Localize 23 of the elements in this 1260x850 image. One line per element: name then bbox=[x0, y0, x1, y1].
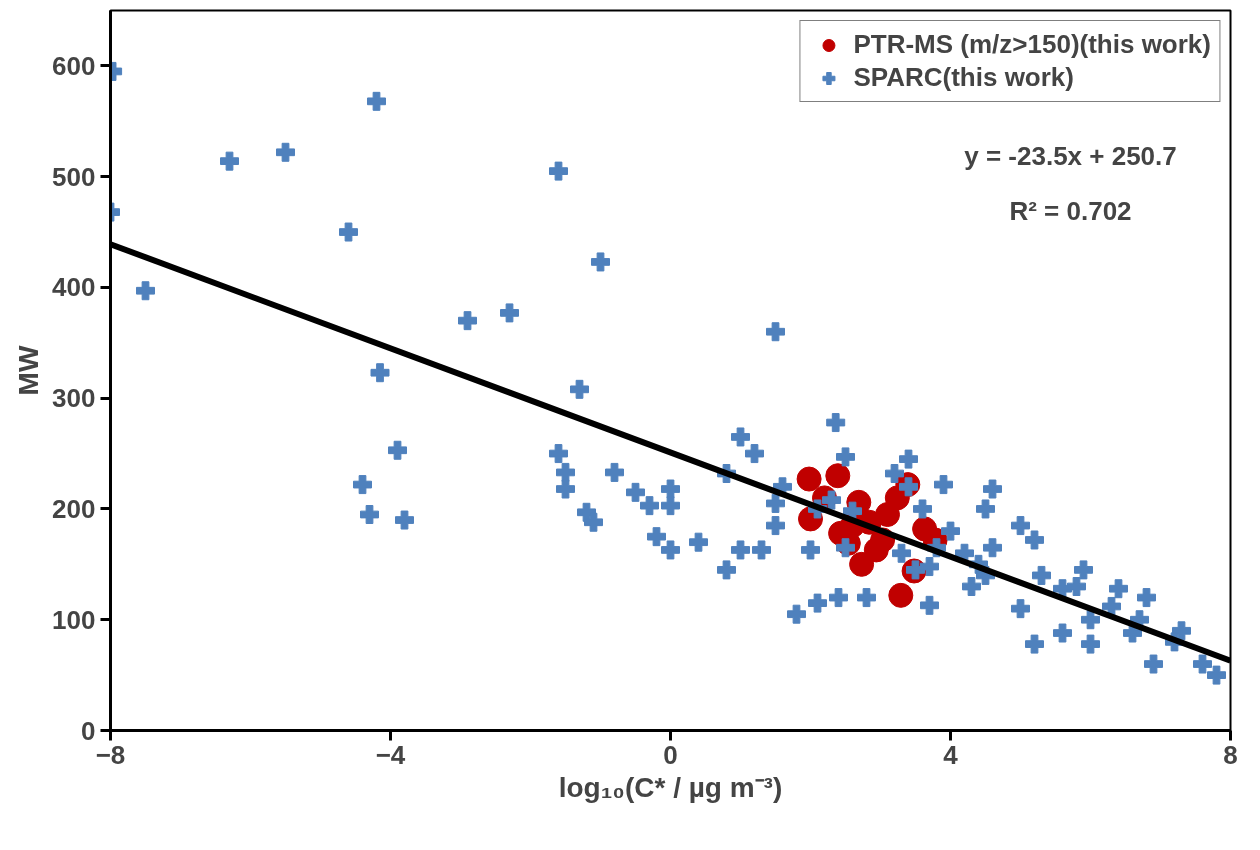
y-tick-label: 500 bbox=[52, 161, 96, 192]
x-axis-title: log₁₀(C* / µg m⁻³) bbox=[558, 771, 783, 803]
x-tick-label: 4 bbox=[943, 739, 959, 770]
y-tick-label: 200 bbox=[52, 493, 96, 524]
point bbox=[863, 537, 889, 563]
legend-label: SPARC(this work) bbox=[853, 62, 1074, 93]
point bbox=[825, 463, 851, 489]
annotation: y = -23.5x + 250.7 bbox=[964, 140, 1177, 171]
y-axis-title: MW bbox=[13, 345, 45, 396]
y-tick-label: 600 bbox=[52, 50, 96, 81]
point bbox=[796, 466, 822, 492]
x-tick-label: 8 bbox=[1223, 739, 1238, 770]
point bbox=[875, 502, 900, 527]
y-tick-label: 0 bbox=[81, 715, 96, 746]
annotation: R² = 0.702 bbox=[1009, 195, 1132, 226]
x-tick-label: −4 bbox=[375, 739, 406, 770]
y-tick-label: 400 bbox=[52, 272, 96, 303]
x-tick-label: −8 bbox=[95, 739, 126, 770]
y-tick-label: 100 bbox=[52, 604, 96, 635]
point bbox=[888, 582, 914, 608]
y-tick-label: 300 bbox=[52, 383, 96, 414]
legend-label: PTR-MS (m/z>150)(this work) bbox=[853, 29, 1211, 60]
x-tick-label: 0 bbox=[663, 739, 678, 770]
